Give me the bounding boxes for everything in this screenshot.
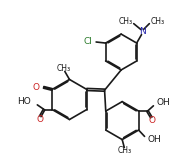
Text: CH₃: CH₃ xyxy=(57,64,71,73)
Text: CH₃: CH₃ xyxy=(118,147,132,156)
Text: CH₃: CH₃ xyxy=(118,17,132,26)
Text: OH: OH xyxy=(147,135,161,144)
Text: N: N xyxy=(139,27,146,36)
Text: HO: HO xyxy=(17,97,31,106)
Text: Cl: Cl xyxy=(84,38,93,47)
Text: O: O xyxy=(36,115,43,124)
Text: OH: OH xyxy=(156,98,170,107)
Text: CH₃: CH₃ xyxy=(151,17,165,26)
Text: O: O xyxy=(149,116,156,125)
Text: O: O xyxy=(32,83,39,92)
